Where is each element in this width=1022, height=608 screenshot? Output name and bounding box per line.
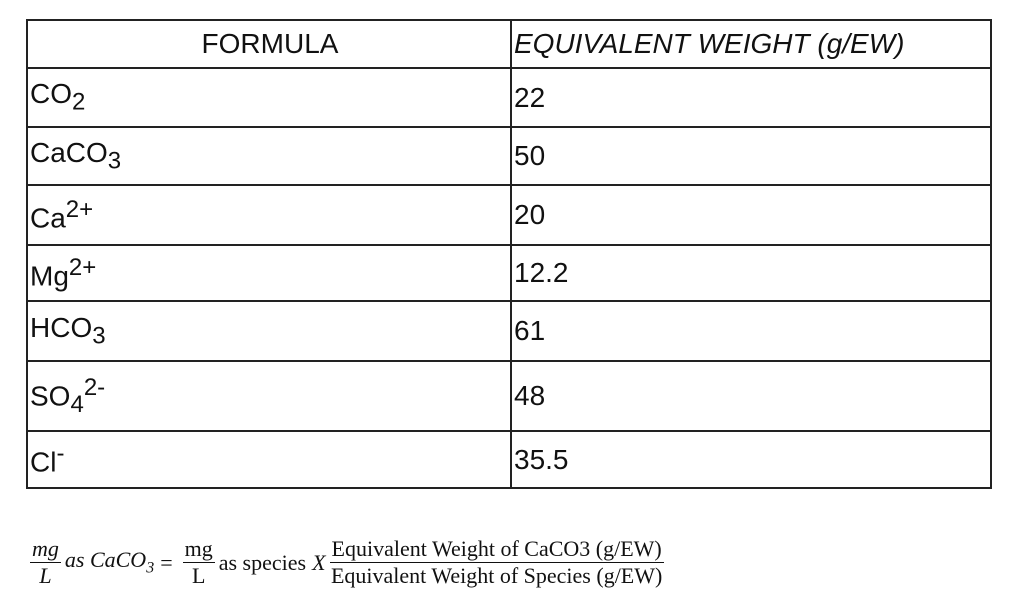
formula-sub: 3 xyxy=(107,147,122,175)
numerator: mg xyxy=(30,536,61,563)
weights-table: FORMULA EQUIVALENT WEIGHT (g/EW) CO2 22 Ca… xyxy=(26,19,992,489)
denominator: L xyxy=(191,563,206,588)
formula-main: Cl xyxy=(30,446,57,478)
numerator: mg xyxy=(182,536,215,563)
eq-text: as species xyxy=(218,549,307,575)
formula-cell: Cl- xyxy=(26,430,512,489)
formula-main: CO xyxy=(30,78,72,110)
denominator: L xyxy=(39,563,52,588)
weight-cell: 50 xyxy=(510,126,992,186)
subscript: 3 xyxy=(146,559,155,577)
formula-main: Ca xyxy=(30,202,66,234)
formula-main: HCO xyxy=(30,311,93,343)
weight-cell: 12.2 xyxy=(510,244,992,302)
formula-main: SO xyxy=(30,379,71,411)
fraction: mg L xyxy=(30,536,61,589)
table-row: CO2 22 xyxy=(26,67,992,128)
formula-sup: 2+ xyxy=(68,253,97,281)
formula-main: Mg xyxy=(30,260,69,292)
eq-var: X xyxy=(312,549,326,575)
formula-cell: CO2 xyxy=(26,67,512,128)
formula-main: CaCO xyxy=(30,136,108,168)
fraction: Equivalent Weight of CaCO3 (g/EW) Equiva… xyxy=(329,536,664,589)
equals: = xyxy=(160,549,173,575)
formula-cell: Ca2+ xyxy=(26,184,512,246)
table-row: SO42- 48 xyxy=(26,360,992,432)
table-row: HCO3 61 xyxy=(26,300,992,362)
formula-sub: 2 xyxy=(72,88,86,116)
formula-cell: HCO3 xyxy=(26,300,512,362)
equation: mg L as CaCO3 = mg L as species X Equiva… xyxy=(26,536,668,589)
weight-cell: 20 xyxy=(510,184,992,246)
formula-cell: SO42- xyxy=(26,360,512,432)
formula-sub: 4 xyxy=(70,390,84,418)
table-row: Mg2+ 12.2 xyxy=(26,244,992,302)
table-row: Ca2+ 20 xyxy=(26,184,992,246)
table-row: CaCO3 50 xyxy=(26,126,992,186)
table-row: Cl- 35.5 xyxy=(26,430,992,489)
weight-cell: 48 xyxy=(510,360,992,432)
header-cell: EQUIVALENT WEIGHT (g/EW) xyxy=(510,19,992,69)
fraction: mg L xyxy=(182,536,215,589)
eq-text: as CaCO3 xyxy=(65,547,154,577)
eq-text: as CaCO xyxy=(64,547,147,573)
denominator: Equivalent Weight of Species (g/EW) xyxy=(330,563,663,588)
formula-sup: 2- xyxy=(83,373,106,401)
weight-cell: 61 xyxy=(510,300,992,362)
formula-cell: CaCO3 xyxy=(26,126,512,186)
formula-sup: 2+ xyxy=(65,195,94,223)
header-row: FORMULA EQUIVALENT WEIGHT (g/EW) xyxy=(26,19,992,69)
header-cell: FORMULA xyxy=(26,19,512,69)
weight-cell: 22 xyxy=(510,67,992,128)
weight-cell: 35.5 xyxy=(510,430,992,489)
formula-sub: 3 xyxy=(92,322,106,350)
formula-sup: - xyxy=(56,440,65,468)
numerator: Equivalent Weight of CaCO3 (g/EW) xyxy=(329,536,664,563)
table-body: CO2 22 CaCO3 50 Ca2+ 20 Mg2+ 12.2 HCO3 61 SO42- 48 C… xyxy=(26,67,992,489)
formula-cell: Mg2+ xyxy=(26,244,512,302)
